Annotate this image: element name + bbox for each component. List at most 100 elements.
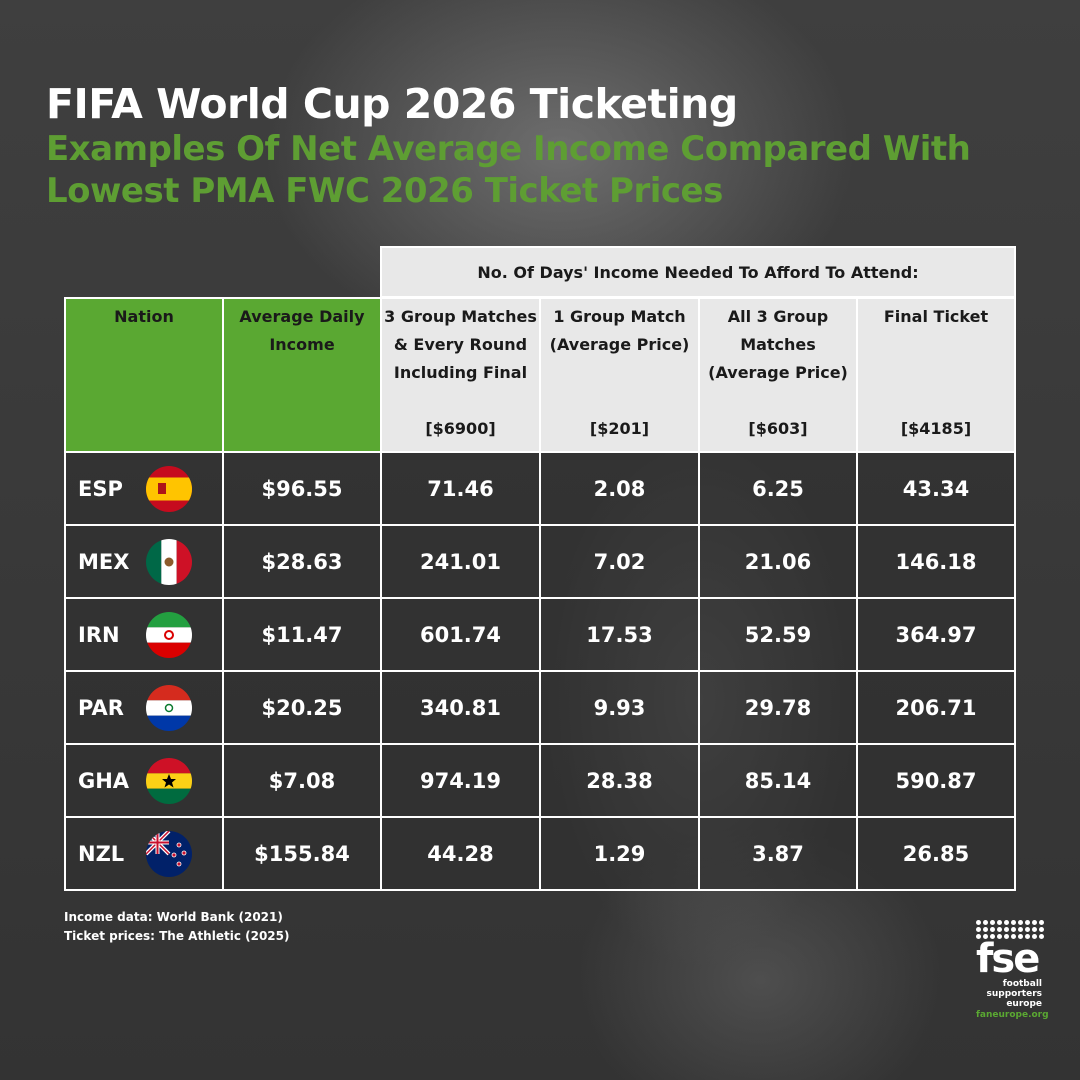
- logo-line-football: football: [1002, 979, 1042, 989]
- days-value-cell: 21.06: [698, 524, 858, 599]
- days-value-cell: 146.18: [856, 524, 1016, 599]
- days-value-cell: 28.38: [539, 743, 700, 818]
- iran-flag-icon: [146, 611, 192, 658]
- header-all-rounds: 3 Group Matches & Every Round Including …: [380, 297, 541, 453]
- nation-code: MEX: [78, 549, 130, 574]
- logo-dot: [1025, 934, 1030, 939]
- income-cell: $28.63: [222, 524, 382, 599]
- days-value-cell: 340.81: [380, 670, 541, 745]
- header-label: Final Ticket: [883, 307, 989, 326]
- page-subtitle: Examples Of Net Average Income Compared …: [46, 129, 971, 211]
- logo-dot: [997, 934, 1002, 939]
- logo-dot: [1039, 934, 1044, 939]
- days-value-cell: 44.28: [380, 816, 541, 891]
- logo-dot: [1032, 927, 1037, 932]
- logo-dot: [976, 920, 981, 925]
- header-final-ticket: Final Ticket [$4185]: [856, 297, 1016, 453]
- days-value-cell: 364.97: [856, 597, 1016, 672]
- header-label: All 3 Group Matches (Average Price): [708, 307, 848, 382]
- logo-dot: [1011, 920, 1016, 925]
- source-income: Income data: World Bank (2021): [64, 910, 283, 924]
- days-value-cell: 2.08: [539, 451, 700, 526]
- logo-dot: [1004, 934, 1009, 939]
- days-value-cell: 590.87: [856, 743, 1016, 818]
- days-value-cell: 974.19: [380, 743, 541, 818]
- days-value-cell: 3.87: [698, 816, 858, 891]
- days-value-cell: 601.74: [380, 597, 541, 672]
- nation-cell: NZL: [64, 816, 224, 891]
- days-value-cell: 85.14: [698, 743, 858, 818]
- source-tickets: Ticket prices: The Athletic (2025): [64, 929, 290, 943]
- income-cell: $20.25: [222, 670, 382, 745]
- income-cell: $96.55: [222, 451, 382, 526]
- logo-line-europe: europe: [1006, 999, 1042, 1009]
- logo-dot: [997, 927, 1002, 932]
- header-price: [$201]: [589, 419, 650, 438]
- ghana-flag-icon: [146, 757, 192, 804]
- days-value-cell: 17.53: [539, 597, 700, 672]
- header-three-group-matches: All 3 Group Matches (Average Price) [$60…: [698, 297, 858, 453]
- days-value-cell: 7.02: [539, 524, 700, 599]
- logo-dot: [1025, 920, 1030, 925]
- days-value-cell: 29.78: [698, 670, 858, 745]
- nation-code: PAR: [78, 695, 124, 720]
- mexico-flag-icon: [146, 538, 192, 585]
- days-value-cell: 6.25: [698, 451, 858, 526]
- days-value-cell: 206.71: [856, 670, 1016, 745]
- header-price: [$6900]: [425, 419, 496, 438]
- new-zealand-flag-icon: [146, 830, 192, 877]
- logo-dot: [1039, 927, 1044, 932]
- paraguay-flag-icon: [146, 684, 192, 731]
- logo-dot: [983, 934, 988, 939]
- header-price: [$4185]: [900, 419, 972, 438]
- nation-code: ESP: [78, 476, 123, 501]
- logo-dot: [1011, 927, 1016, 932]
- spain-flag-icon: [146, 465, 192, 512]
- nation-code: NZL: [78, 841, 125, 866]
- days-value-cell: 43.34: [856, 451, 1016, 526]
- fse-logo: fse football supporters europe faneurope…: [976, 920, 1049, 1021]
- logo-dot: [1018, 934, 1023, 939]
- logo-dot: [1004, 927, 1009, 932]
- header-one-group-match: 1 Group Match (Average Price) [$201]: [539, 297, 700, 453]
- logo-mark: fse: [976, 936, 1040, 982]
- header-average-daily-income: Average Daily Income: [222, 297, 382, 453]
- logo-dot: [1018, 927, 1023, 932]
- header-label: 3 Group Matches & Every Round Including …: [384, 307, 537, 382]
- nation-cell: IRN: [64, 597, 224, 672]
- header-price: [$603]: [748, 419, 808, 438]
- logo-dot: [1025, 927, 1030, 932]
- days-value-cell: 9.93: [539, 670, 700, 745]
- logo-dot: [1018, 920, 1023, 925]
- logo-dot: [976, 927, 981, 932]
- nation-code: GHA: [78, 768, 130, 793]
- logo-dot: [1004, 920, 1009, 925]
- page-title: FIFA World Cup 2026 Ticketing: [46, 80, 738, 128]
- days-value-cell: 26.85: [856, 816, 1016, 891]
- days-value-cell: 1.29: [539, 816, 700, 891]
- logo-dot: [997, 920, 1002, 925]
- logo-dot: [1032, 920, 1037, 925]
- logo-url: faneurope.org: [976, 1010, 1049, 1020]
- logo-dot: [983, 920, 988, 925]
- logo-dot: [1011, 934, 1016, 939]
- nation-cell: MEX: [64, 524, 224, 599]
- income-cell: $11.47: [222, 597, 382, 672]
- days-value-cell: 52.59: [698, 597, 858, 672]
- logo-line-supporters: supporters: [986, 989, 1042, 999]
- table-band-header: No. Of Days' Income Needed To Afford To …: [380, 246, 1016, 298]
- nation-code: IRN: [78, 622, 120, 647]
- nation-cell: PAR: [64, 670, 224, 745]
- logo-dot: [990, 934, 995, 939]
- header-nation: Nation: [64, 297, 224, 453]
- income-cell: $7.08: [222, 743, 382, 818]
- logo-dot: [990, 927, 995, 932]
- logo-dot: [1032, 934, 1037, 939]
- nation-cell: GHA: [64, 743, 224, 818]
- logo-dot: [976, 934, 981, 939]
- nation-cell: ESP: [64, 451, 224, 526]
- logo-dot: [1039, 920, 1044, 925]
- logo-dot: [983, 927, 988, 932]
- header-label: 1 Group Match (Average Price): [549, 307, 690, 354]
- logo-dot: [990, 920, 995, 925]
